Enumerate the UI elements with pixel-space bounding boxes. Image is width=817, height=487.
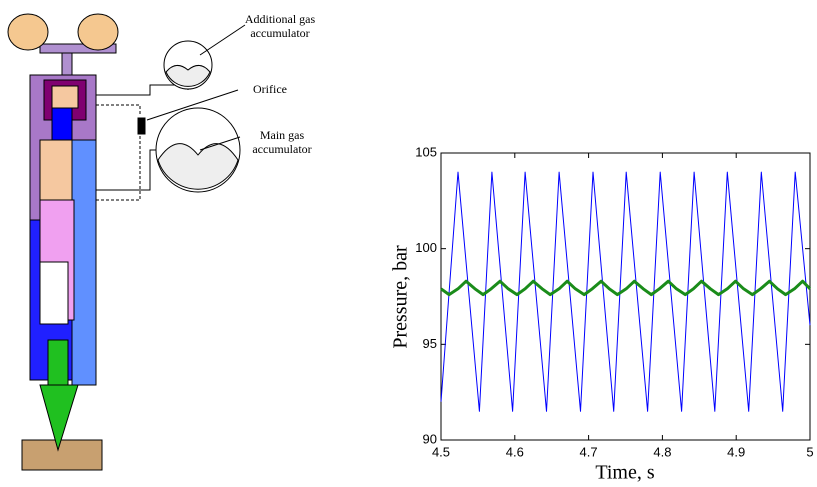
x-tick-label: 4.7 — [580, 444, 598, 459]
y-axis-label: Pressure, bar — [390, 245, 412, 349]
series-line — [441, 281, 810, 294]
x-tick-label: 4.9 — [727, 444, 745, 459]
x-tick-label: 4.5 — [432, 444, 450, 459]
y-tick-label: 95 — [423, 336, 437, 351]
y-tick-label: 100 — [415, 240, 437, 255]
x-tick-label: 4.8 — [653, 444, 671, 459]
x-axis-label: Time, s — [595, 462, 655, 484]
x-tick-label: 5 — [806, 444, 813, 459]
figure: Additional gas accumulator Orifice Main … — [0, 0, 817, 487]
chart: Time, s Pressure, bar 90951001054.54.64.… — [0, 0, 817, 487]
x-tick-label: 4.6 — [506, 444, 524, 459]
y-tick-label: 105 — [415, 144, 437, 159]
